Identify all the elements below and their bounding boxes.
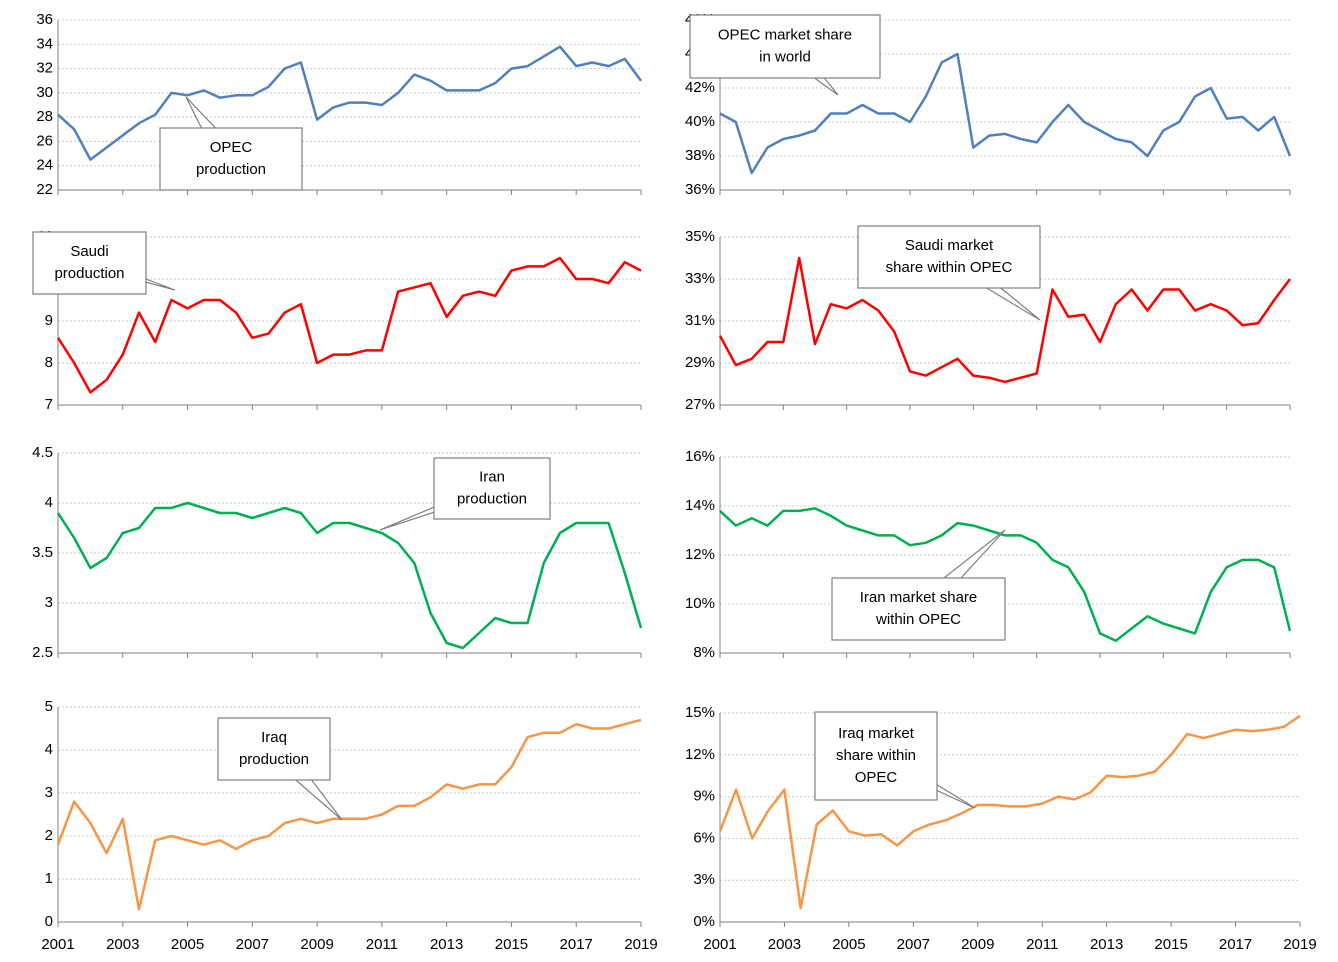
y-tick-label: 4: [45, 494, 53, 511]
callout-text: production: [54, 265, 124, 282]
x-tick-label: 2013: [1090, 936, 1123, 953]
callout-text: OPEC market share: [718, 26, 852, 43]
y-tick-label: 1: [45, 870, 53, 887]
y-tick-label: 12%: [685, 546, 715, 563]
x-tick-label: 2005: [832, 936, 865, 953]
y-tick-label: 3: [45, 784, 53, 801]
y-tick-label: 9%: [693, 788, 715, 805]
x-tick-label: 2015: [495, 936, 528, 953]
y-tick-label: 28: [36, 108, 53, 125]
x-tick-label: 2019: [624, 936, 657, 953]
y-tick-label: 16%: [685, 448, 715, 465]
line-series: [718, 256, 1291, 384]
y-tick-label: 30: [36, 84, 53, 101]
callout-text: OPEC: [210, 139, 253, 156]
x-tick-label: 2011: [366, 936, 398, 953]
line-series: [719, 507, 1292, 643]
callout-text: share within OPEC: [886, 259, 1013, 276]
x-tick-label: 2013: [430, 936, 463, 953]
callout-text: Iraq market: [838, 725, 915, 742]
y-tick-label: 34: [36, 35, 53, 52]
y-tick-label: 15%: [685, 704, 715, 721]
callout-text: share within: [836, 747, 916, 764]
callout-text: Saudi: [70, 243, 108, 260]
x-tick-label: 2019: [1283, 936, 1316, 953]
y-tick-label: 2.5: [32, 644, 53, 661]
callout-box: [689, 14, 881, 79]
y-tick-label: 27%: [685, 396, 715, 413]
callout-text: Iran: [479, 468, 505, 485]
y-tick-label: 3: [45, 594, 53, 611]
x-tick-label: 2011: [1026, 936, 1058, 953]
callout-text: in world: [759, 48, 811, 65]
x-tick-label: 2007: [897, 936, 930, 953]
callout-text: within OPEC: [875, 611, 961, 628]
y-tick-label: 0%: [693, 913, 715, 930]
y-tick-label: 4.5: [32, 444, 53, 461]
y-tick-label: 3.5: [32, 544, 53, 561]
y-tick-label: 6%: [693, 829, 715, 846]
callout-text: Iraq: [261, 729, 287, 746]
callout-box: [217, 717, 331, 781]
callout-text: Iran market share: [860, 589, 978, 606]
y-tick-label: 26: [36, 132, 53, 149]
y-tick-label: 36: [36, 11, 53, 28]
callout-box: [814, 711, 938, 801]
x-tick-label: 2003: [106, 936, 139, 953]
y-tick-label: 14%: [685, 497, 715, 514]
line-series: [56, 718, 642, 911]
y-tick-label: 4: [45, 741, 53, 758]
y-tick-label: 32: [36, 60, 53, 77]
y-tick-label: 40%: [685, 113, 715, 130]
x-tick-label: 2007: [236, 936, 269, 953]
callout-box: [433, 457, 551, 520]
x-tick-label: 2005: [171, 936, 204, 953]
callout-text: OPEC: [855, 769, 898, 786]
y-tick-label: 10%: [685, 595, 715, 612]
callout-text: Saudi market: [905, 237, 994, 254]
line-series: [719, 52, 1292, 175]
y-tick-label: 36%: [685, 181, 715, 198]
y-tick-label: 29%: [685, 354, 715, 371]
x-tick-label: 2009: [300, 936, 333, 953]
y-tick-label: 42%: [685, 79, 715, 96]
y-tick-label: 22: [36, 181, 53, 198]
line-series: [718, 714, 1301, 910]
y-tick-label: 8: [45, 354, 53, 371]
callout-box: [32, 231, 147, 295]
y-tick-label: 2: [45, 827, 53, 844]
x-tick-label: 2015: [1154, 936, 1187, 953]
y-tick-label: 33%: [685, 270, 715, 287]
callout-text: production: [196, 161, 266, 178]
callout-text: production: [239, 751, 309, 768]
y-tick-label: 7: [45, 396, 53, 413]
x-tick-label: 2001: [703, 936, 736, 953]
y-tick-label: 5: [45, 698, 53, 715]
callout-box: [159, 127, 303, 191]
y-tick-label: 3%: [693, 871, 715, 888]
x-tick-label: 2009: [961, 936, 994, 953]
y-tick-label: 38%: [685, 147, 715, 164]
x-tick-label: 2017: [560, 936, 593, 953]
callout-box: [857, 225, 1041, 289]
callout-box: [831, 577, 1006, 641]
y-tick-label: 12%: [685, 746, 715, 763]
y-tick-label: 0: [45, 913, 53, 930]
y-tick-label: 35%: [685, 228, 715, 245]
y-tick-label: 31%: [685, 312, 715, 329]
y-tick-label: 24: [36, 157, 53, 174]
x-tick-label: 2017: [1219, 936, 1252, 953]
y-tick-label: 9: [45, 312, 53, 329]
line-series: [56, 256, 642, 394]
y-tick-label: 8%: [693, 644, 715, 661]
callout-text: production: [457, 490, 527, 507]
line-series: [56, 501, 643, 650]
x-tick-label: 2003: [768, 936, 801, 953]
x-tick-label: 2001: [41, 936, 74, 953]
line-series: [57, 45, 643, 161]
